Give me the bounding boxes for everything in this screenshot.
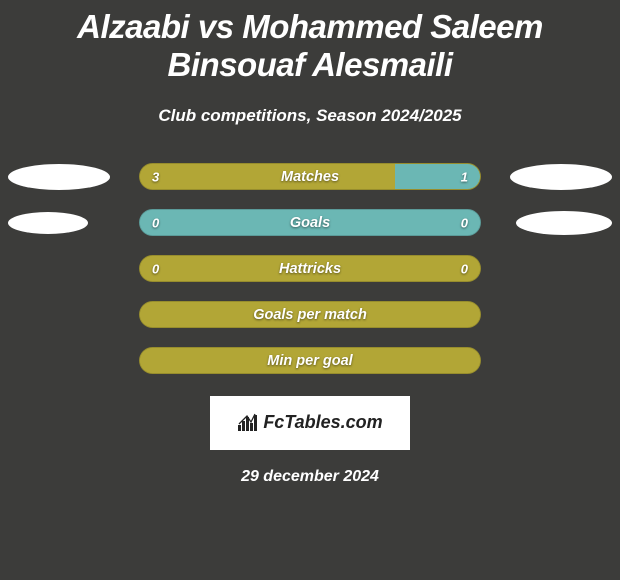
stat-bar: 00Goals (139, 209, 481, 236)
page-title: Alzaabi vs Mohammed Saleem Binsouaf Ales… (0, 0, 620, 84)
stat-bar: Min per goal (139, 347, 481, 374)
stat-label: Hattricks (140, 261, 480, 277)
stat-label: Matches (140, 169, 480, 185)
ellipse-right (516, 211, 612, 235)
stat-rows: 31Matches 00Goals 00Hattricks Goals per mat… (0, 154, 620, 384)
ellipse-left (8, 212, 88, 234)
date-text: 29 december 2024 (0, 468, 620, 486)
ellipse-right (510, 164, 612, 190)
stat-label: Goals per match (140, 307, 480, 323)
stat-label: Min per goal (140, 353, 480, 369)
stat-bar: 00Hattricks (139, 255, 481, 282)
stat-row: Goals per match (0, 292, 620, 338)
ellipse-left (8, 164, 110, 190)
stat-bar: Goals per match (139, 301, 481, 328)
stat-bar: 31Matches (139, 163, 481, 190)
page-subtitle: Club competitions, Season 2024/2025 (0, 106, 620, 126)
stat-row: 00Hattricks (0, 246, 620, 292)
logo-text: FcTables.com (263, 412, 382, 433)
bar-chart-icon (237, 413, 259, 433)
logo-box: FcTables.com (210, 396, 410, 450)
stat-row: 31Matches (0, 154, 620, 200)
stat-row: 00Goals (0, 200, 620, 246)
stat-label: Goals (140, 215, 480, 231)
stat-row: Min per goal (0, 338, 620, 384)
